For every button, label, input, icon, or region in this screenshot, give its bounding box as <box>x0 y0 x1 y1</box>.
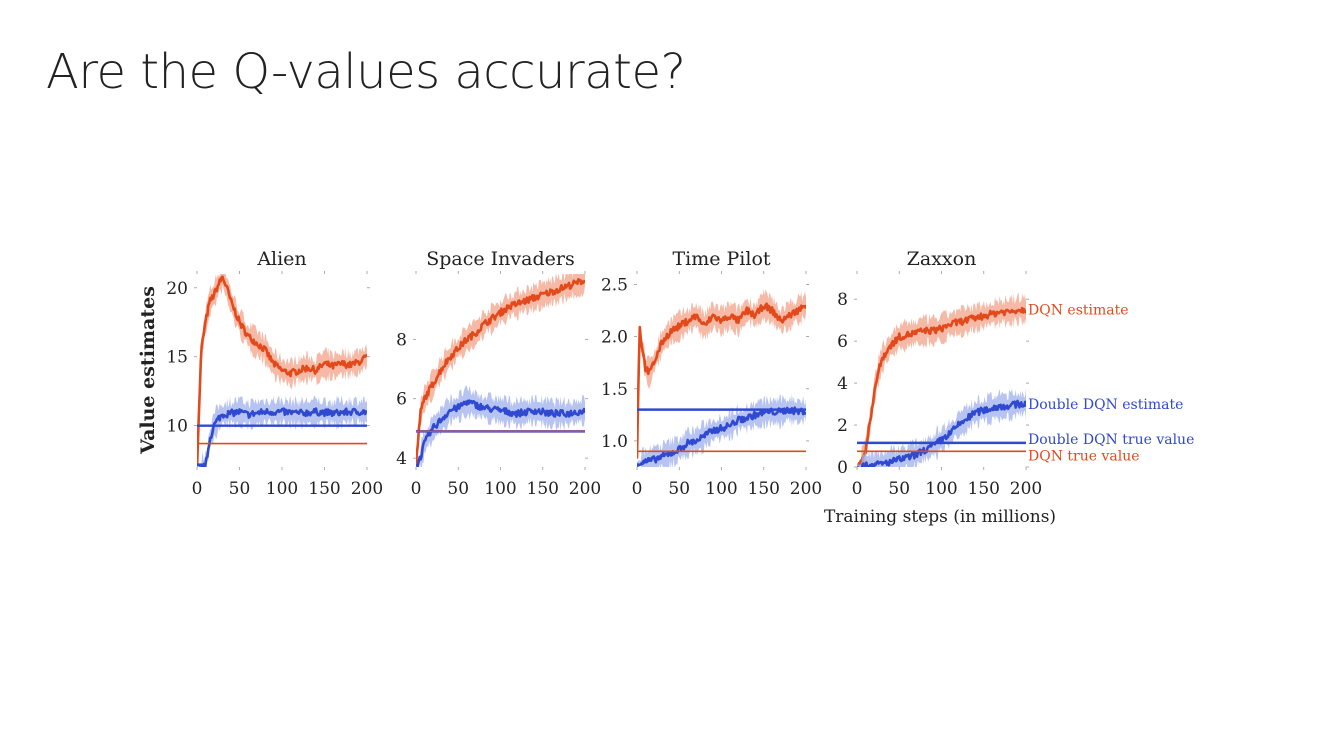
series-double-dqn-estimate-line <box>857 399 1026 467</box>
y-tick-label: 8 <box>837 290 848 310</box>
y-tick-label: 6 <box>396 390 407 410</box>
series-double-dqn-estimate-band <box>637 394 806 467</box>
chart-panel-time-pilot: 0 50 100 150 200 1.0 1.5 2.0 2.5 Time Pilot <box>601 248 822 499</box>
y-tick-label: 4 <box>396 449 407 469</box>
x-tick-label: 150 <box>308 479 340 499</box>
x-axis-label: Training steps (in millions) <box>824 507 1056 527</box>
series-label-dqn-true-value: DQN true value <box>1028 448 1140 464</box>
x-tick-label: 50 <box>229 479 251 499</box>
x-tick-label: 200 <box>569 479 601 499</box>
series-label-dqn-estimate: DQN estimate <box>1028 303 1129 319</box>
plot-area <box>416 274 585 467</box>
series-label-double-dqn-true-value: Double DQN true value <box>1028 432 1194 448</box>
x-tick-label: 200 <box>351 479 383 499</box>
series-dqn-estimate-line <box>197 275 367 467</box>
chart-title: Alien <box>256 248 306 270</box>
y-tick-label: 8 <box>396 330 407 350</box>
x-tick-label: 0 <box>852 479 863 499</box>
y-tick-label: 0 <box>837 458 848 478</box>
x-tick-label: 100 <box>705 479 737 499</box>
x-tick-label: 150 <box>968 479 1000 499</box>
chart-title: Time Pilot <box>672 248 770 270</box>
plot-area <box>857 292 1026 467</box>
x-tick-label: 150 <box>527 479 559 499</box>
y-tick-label: 15 <box>166 348 188 368</box>
series-label-double-dqn-estimate: Double DQN estimate <box>1028 397 1183 413</box>
x-tick-label: 150 <box>748 479 780 499</box>
y-tick-label: 2.0 <box>601 328 628 348</box>
x-tick-label: 50 <box>888 479 910 499</box>
y-tick-label: 1.5 <box>601 380 628 400</box>
y-tick-label: 2.5 <box>601 275 628 295</box>
slide-title: Are the Q-values accurate? <box>46 44 686 100</box>
x-tick-label: 0 <box>192 479 203 499</box>
chart-title: Space Invaders <box>426 248 574 270</box>
chart-title: Zaxxon <box>907 248 977 270</box>
series-dqn-estimate-band <box>637 289 806 459</box>
x-tick-label: 100 <box>266 479 298 499</box>
x-tick-label: 200 <box>790 479 822 499</box>
chart-panel-alien: 0 50 100 150 200 10 15 20 Alien Value estimates <box>137 248 383 499</box>
series-dqn-estimate-band <box>416 274 585 467</box>
series-double-dqn-estimate-band <box>416 385 585 467</box>
series-dqn-estimate-line <box>416 278 585 467</box>
plot-area <box>197 274 367 467</box>
plot-area <box>637 289 806 467</box>
y-tick-label: 6 <box>837 332 848 352</box>
x-tick-label: 50 <box>447 479 469 499</box>
y-tick-label: 2 <box>837 416 848 436</box>
chart-panel-zaxxon: 0 50 100 150 200 0 2 4 6 8 Zaxxon Training steps (i… <box>824 248 1194 527</box>
y-tick-label: 1.0 <box>601 432 628 452</box>
y-tick-label: 20 <box>166 279 188 299</box>
x-tick-label: 200 <box>1010 479 1042 499</box>
x-tick-label: 0 <box>632 479 643 499</box>
x-tick-label: 100 <box>925 479 957 499</box>
series-dqn-estimate-line <box>637 302 806 459</box>
series-dqn-estimate-line <box>857 306 1026 467</box>
x-tick-label: 50 <box>668 479 690 499</box>
chart-panel-space-invaders: 0 50 100 150 200 4 6 8 Space Invaders <box>396 248 601 499</box>
series-dqn-estimate-band <box>857 292 1026 467</box>
y-tick-label: 10 <box>166 417 188 437</box>
x-tick-label: 100 <box>484 479 516 499</box>
series-double-dqn-estimate-line <box>197 407 367 467</box>
x-tick-label: 0 <box>411 479 422 499</box>
y-axis-label: Value estimates <box>137 286 159 455</box>
series-double-dqn-estimate-line <box>637 406 806 467</box>
series-double-dqn-estimate-line <box>416 399 585 467</box>
series-dqn-estimate-band <box>197 274 367 467</box>
y-tick-label: 4 <box>837 374 848 394</box>
